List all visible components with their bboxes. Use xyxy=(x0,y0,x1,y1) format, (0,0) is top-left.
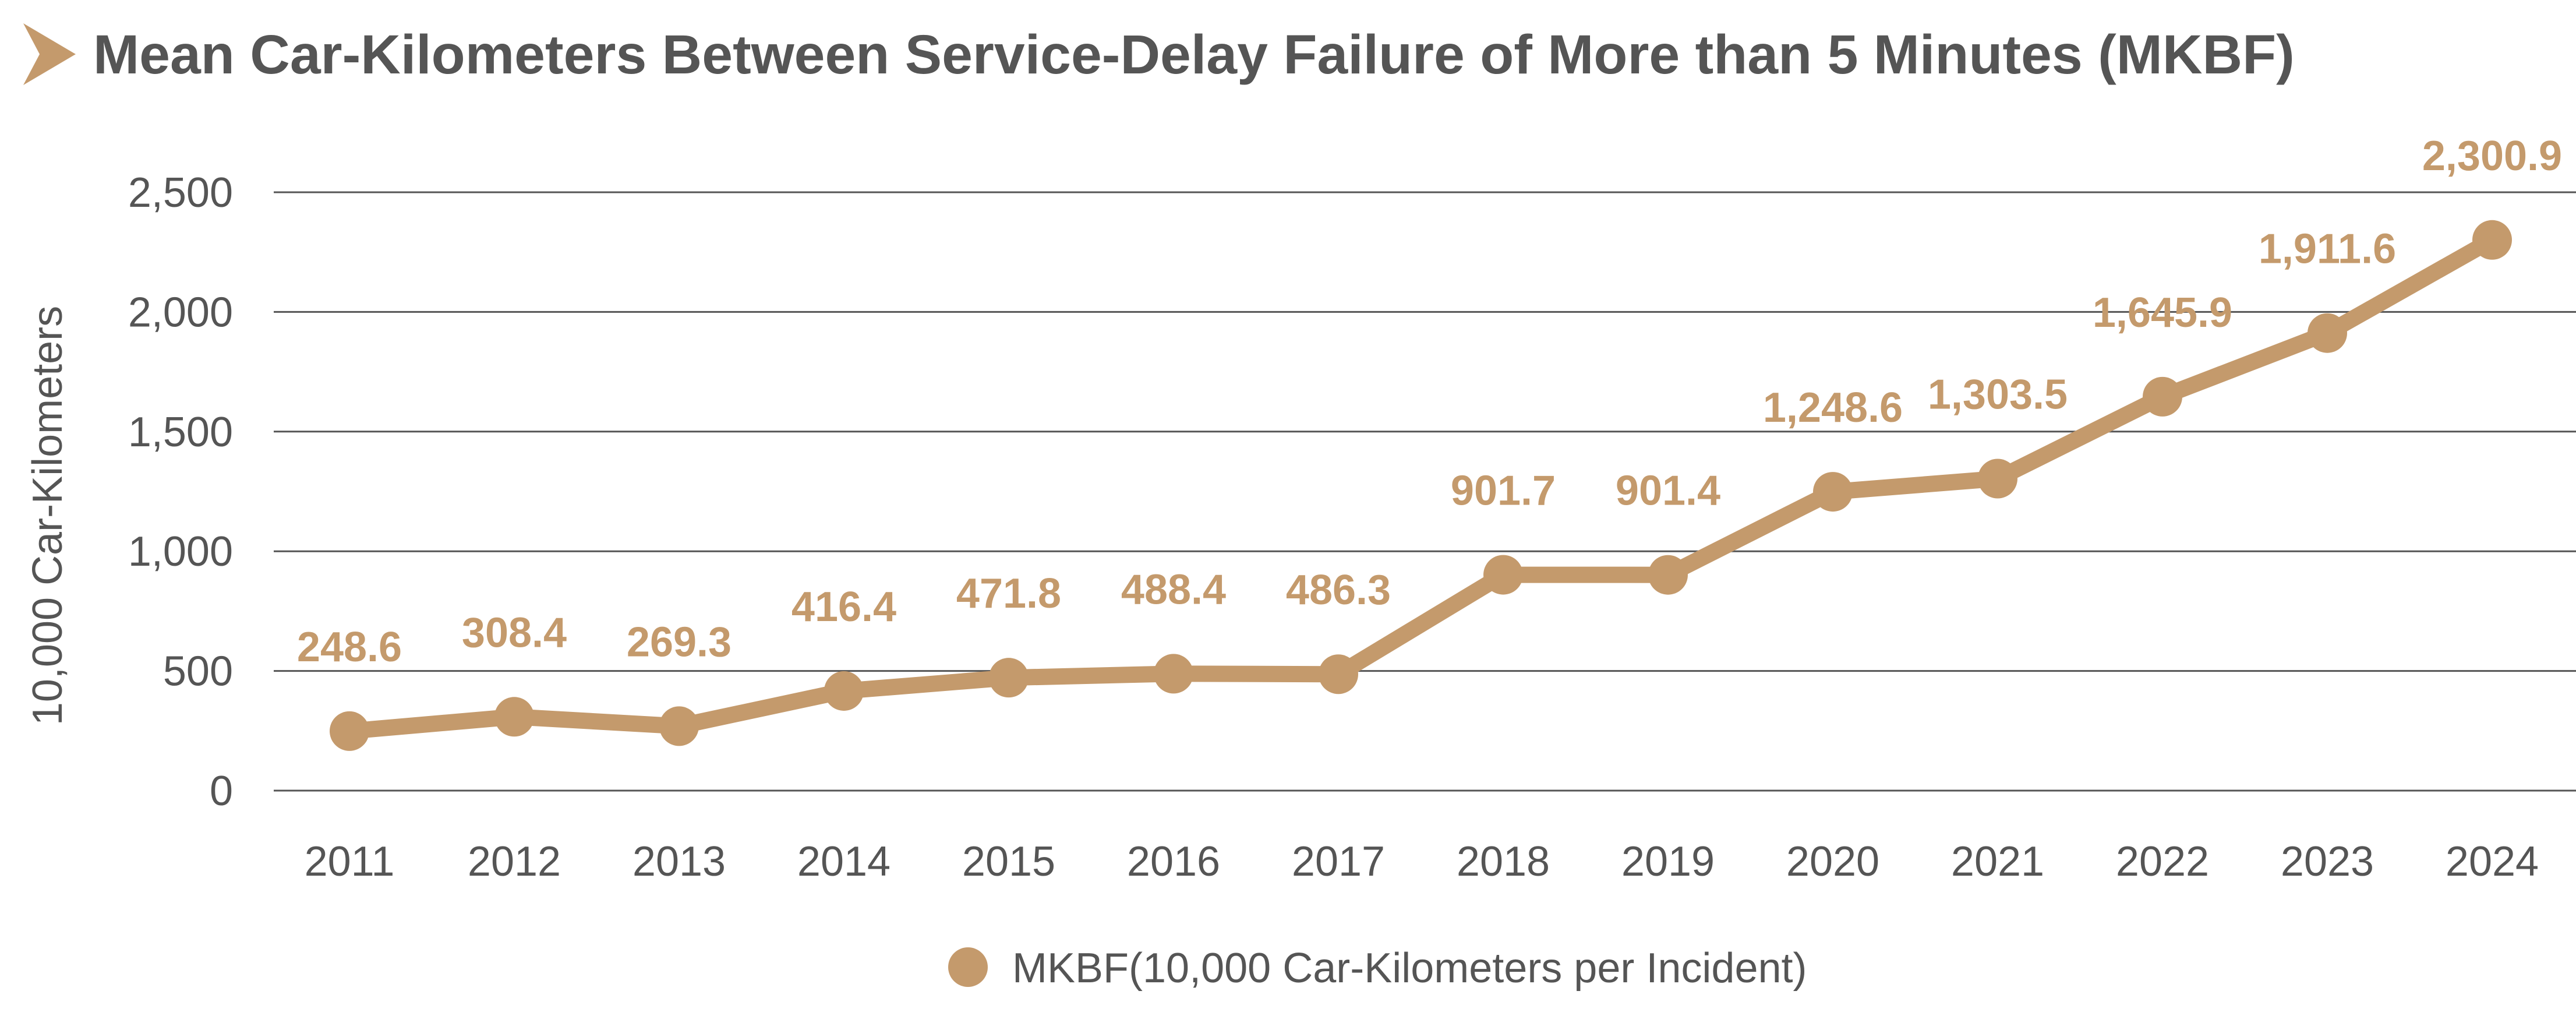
data-label: 2,300.9 xyxy=(2422,133,2562,179)
data-point xyxy=(1154,654,1193,694)
data-point xyxy=(330,711,369,751)
x-tick-label: 2024 xyxy=(2446,838,2539,885)
x-tick-label: 2015 xyxy=(962,838,1055,885)
x-tick-label: 2012 xyxy=(468,838,561,885)
y-tick-label: 1,500 xyxy=(128,409,233,456)
data-point xyxy=(2472,220,2512,260)
x-tick-label: 2016 xyxy=(1127,838,1220,885)
y-tick-label: 0 xyxy=(210,768,233,814)
data-point xyxy=(1813,472,1853,512)
data-point xyxy=(2308,313,2347,353)
legend: MKBF(10,000 Car-Kilometers per Incident) xyxy=(948,945,1807,992)
data-point xyxy=(1978,459,2017,499)
x-tick-label: 2013 xyxy=(632,838,726,885)
data-label: 1,911.6 xyxy=(2259,226,2396,273)
data-label: 1,248.6 xyxy=(1763,385,1903,431)
data-label: 471.8 xyxy=(956,570,1061,617)
data-label: 248.6 xyxy=(297,624,402,671)
x-tick-label: 2019 xyxy=(1621,838,1715,885)
chart-title: Mean Car-Kilometers Between Service-Dela… xyxy=(93,24,2295,86)
x-axis-ticks: 2011 2012 2013 2014 2015 2016 2017 2018 2019 2020… xyxy=(305,838,2539,885)
data-point xyxy=(1319,654,1358,694)
y-tick-label: 1,000 xyxy=(128,528,233,575)
data-label: 1,303.5 xyxy=(1928,372,2068,418)
data-point xyxy=(2143,376,2182,417)
data-label: 901.7 xyxy=(1451,468,1556,514)
data-label: 269.3 xyxy=(627,619,732,665)
x-tick-label: 2017 xyxy=(1292,838,1385,885)
x-tick-label: 2018 xyxy=(1457,838,1550,885)
data-point xyxy=(494,697,534,737)
y-axis-ticks: 0 500 1,000 1,500 2,000 2,500 xyxy=(128,170,233,814)
x-tick-label: 2020 xyxy=(1786,838,1879,885)
x-tick-label: 2023 xyxy=(2281,838,2374,885)
data-label: 486.3 xyxy=(1286,567,1391,613)
x-tick-label: 2011 xyxy=(305,838,395,885)
x-tick-label: 2021 xyxy=(1951,838,2044,885)
legend-label: MKBF(10,000 Car-Kilometers per Incident) xyxy=(1012,945,1807,992)
data-label: 488.4 xyxy=(1121,566,1226,613)
y-axis-title: 10,000 Car-Kilometers xyxy=(24,306,71,725)
data-point xyxy=(824,671,864,711)
data-point xyxy=(1483,555,1523,595)
series-line xyxy=(341,231,2500,739)
y-tick-label: 500 xyxy=(163,648,233,695)
y-tick-label: 2,000 xyxy=(128,289,233,336)
series-mkbf xyxy=(330,220,2512,751)
data-point xyxy=(659,706,699,746)
data-point xyxy=(989,658,1029,698)
data-label: 416.4 xyxy=(791,584,896,630)
y-tick-label: 2,500 xyxy=(128,170,233,216)
chart-title-group: Mean Car-Kilometers Between Service-Dela… xyxy=(23,23,2295,86)
data-label: 901.4 xyxy=(1616,468,1720,514)
data-label: 1,645.9 xyxy=(2093,290,2232,336)
title-arrow-icon xyxy=(23,23,76,85)
data-label: 308.4 xyxy=(462,609,567,656)
legend-marker-icon xyxy=(948,947,988,987)
x-tick-label: 2022 xyxy=(2116,838,2209,885)
x-tick-label: 2014 xyxy=(797,838,891,885)
data-labels: 248.6 308.4 269.3 416.4 471.8 488.4 486.3 901.7… xyxy=(297,133,2562,671)
data-point xyxy=(1648,555,1688,595)
grid-lines xyxy=(274,191,2576,792)
